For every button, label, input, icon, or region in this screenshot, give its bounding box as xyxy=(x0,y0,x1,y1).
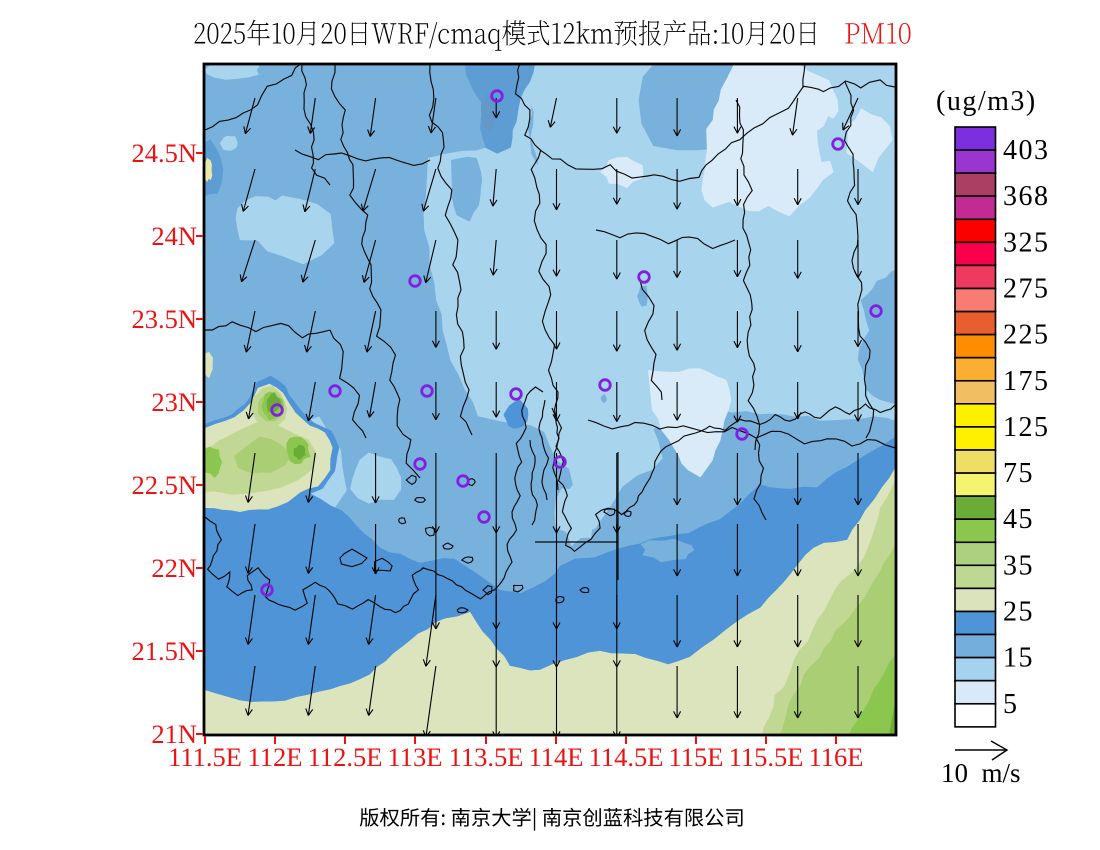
svg-text:15: 15 xyxy=(1003,643,1034,674)
svg-text:111.5E: 111.5E xyxy=(168,742,242,772)
svg-text:112.5E: 112.5E xyxy=(308,742,383,772)
svg-text:403: 403 xyxy=(1003,135,1050,166)
svg-text:10 m/s: 10 m/s xyxy=(941,758,1021,788)
svg-text:(ug/m3): (ug/m3) xyxy=(936,86,1037,117)
svg-text:21N: 21N xyxy=(151,719,197,749)
svg-text:116E: 116E xyxy=(809,742,864,772)
svg-text:368: 368 xyxy=(1003,181,1050,212)
svg-text:23.5N: 23.5N xyxy=(131,304,197,334)
svg-text:115.5E: 115.5E xyxy=(729,742,804,772)
svg-text:21.5N: 21.5N xyxy=(131,636,197,666)
svg-text:35: 35 xyxy=(1003,550,1034,581)
svg-text:114E: 114E xyxy=(529,742,584,772)
svg-text:112E: 112E xyxy=(248,742,303,772)
svg-text:125: 125 xyxy=(1003,412,1050,443)
svg-text:115E: 115E xyxy=(669,742,724,772)
svg-text:114.5E: 114.5E xyxy=(589,742,664,772)
svg-text:75: 75 xyxy=(1003,458,1034,489)
svg-text:22.5N: 22.5N xyxy=(131,470,197,500)
svg-text:22N: 22N xyxy=(151,553,197,583)
svg-text:45: 45 xyxy=(1003,504,1034,535)
svg-text:23N: 23N xyxy=(151,387,197,417)
svg-text:113E: 113E xyxy=(388,742,443,772)
svg-text:175: 175 xyxy=(1003,366,1050,397)
svg-text:275: 275 xyxy=(1003,274,1050,305)
svg-text:24.5N: 24.5N xyxy=(131,138,197,168)
svg-text:5: 5 xyxy=(1003,689,1019,720)
svg-text:24N: 24N xyxy=(151,221,197,251)
svg-text:113.5E: 113.5E xyxy=(449,742,524,772)
svg-text:25: 25 xyxy=(1003,597,1034,628)
svg-text:225: 225 xyxy=(1003,320,1050,351)
svg-text:325: 325 xyxy=(1003,227,1050,258)
